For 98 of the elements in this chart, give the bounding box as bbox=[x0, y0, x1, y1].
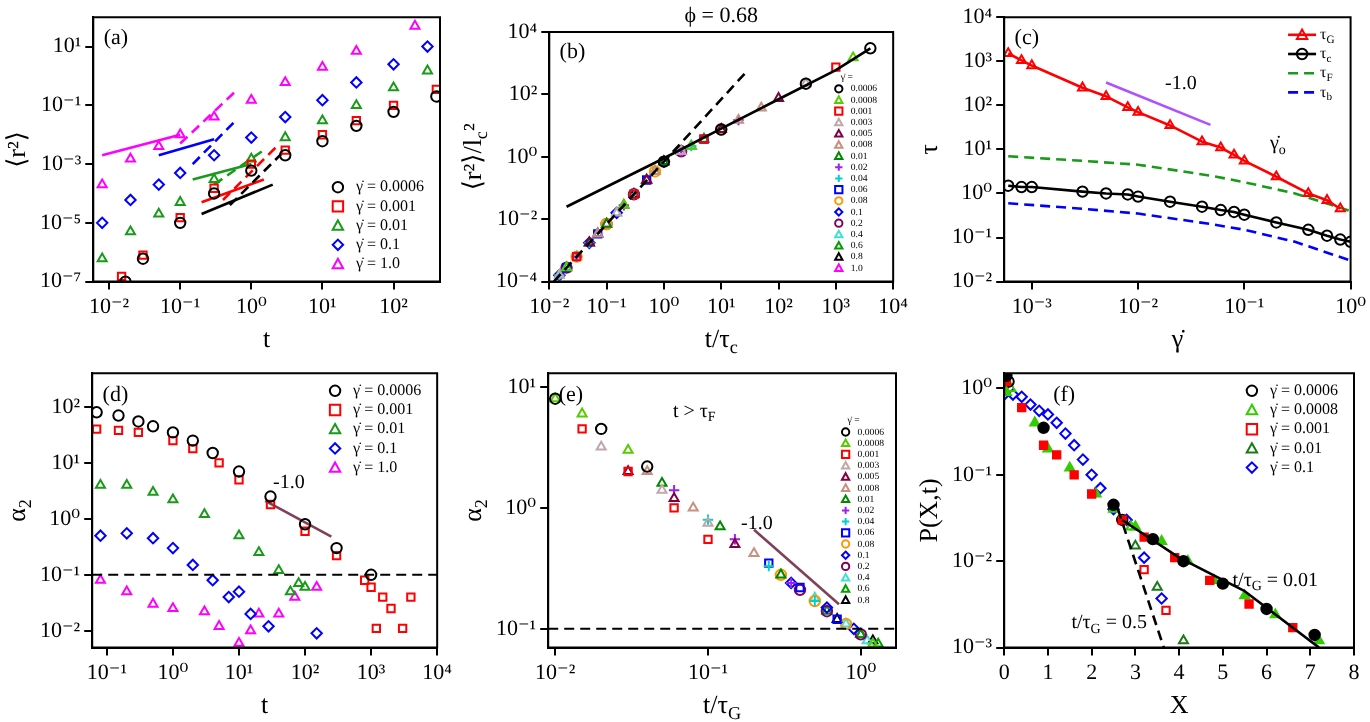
x-tick-label: 10⁴ bbox=[878, 294, 909, 319]
y-tick-label: 10⁻² bbox=[39, 618, 82, 643]
legend-label: γ̇ = 1.0 bbox=[351, 457, 398, 476]
x-tick-label: 10⁻³ bbox=[1011, 294, 1054, 319]
y-tick-label: 10⁴ bbox=[507, 19, 538, 44]
x-tick-label: 0 bbox=[998, 660, 1011, 685]
x-tick-label: 10² bbox=[764, 294, 795, 319]
y-tick-label: 10¹ bbox=[507, 374, 537, 399]
legend-label: γ̇ = 0.1 bbox=[353, 234, 400, 253]
x-tick-label: 7 bbox=[1304, 660, 1317, 685]
y-tick-label: 10⁻² bbox=[497, 206, 539, 231]
x-tick-label: 6 bbox=[1261, 660, 1274, 685]
x-axis-title: γ̇ bbox=[1169, 322, 1186, 353]
x-tick-label: 10⁰ bbox=[157, 660, 190, 685]
y-tick-label: 10⁻³ bbox=[951, 635, 994, 660]
annotation: -1.0 bbox=[1165, 72, 1197, 95]
x-tick-label: 10⁰ bbox=[1335, 294, 1368, 319]
x-tick-label: 10⁻² bbox=[1117, 294, 1160, 319]
legend-label: γ̇ = 0.0006 bbox=[353, 177, 424, 196]
y-axis-title: α2 bbox=[0, 498, 35, 522]
y-tick-label: 10⁻¹ bbox=[41, 93, 82, 118]
x-tick-label: 10⁰ bbox=[235, 294, 268, 319]
x-tick-label: 10⁻¹ bbox=[586, 294, 627, 319]
x-tick-label: 1 bbox=[1042, 660, 1054, 685]
annotation: -1.0 bbox=[273, 472, 305, 495]
legend-label: γ̇ = 0.1 bbox=[351, 438, 398, 457]
x-tick-label: 5 bbox=[1217, 660, 1230, 685]
x-tick-label: 10⁻¹ bbox=[1224, 294, 1265, 319]
y-tick-label: 10² bbox=[508, 82, 539, 107]
x-tick-label: 10⁴ bbox=[422, 660, 453, 685]
y-axis-title: τ bbox=[912, 144, 943, 155]
annotation: -1.0 bbox=[741, 513, 773, 536]
y-tick-label: 10⁰ bbox=[506, 144, 539, 169]
x-tick-label: 10⁻² bbox=[535, 660, 577, 685]
y-tick-label: 10⁻⁵ bbox=[39, 210, 82, 235]
y-tick-label: 10⁻¹ bbox=[495, 616, 537, 641]
legend-label: γ̇ = 0.0006 bbox=[351, 380, 422, 399]
y-axis-title: ⟨r²⟩ bbox=[0, 131, 31, 168]
x-tick-label: 10⁰ bbox=[845, 660, 878, 685]
x-tick-label: 10⁻¹ bbox=[86, 660, 127, 685]
y-tick-label: 10⁻¹ bbox=[951, 462, 993, 487]
y-tick-label: 10⁻⁴ bbox=[495, 269, 538, 294]
chart-title: ϕ = 0.68 bbox=[684, 3, 759, 28]
y-tick-label: 10¹ bbox=[963, 137, 993, 162]
x-tick-label: 10¹ bbox=[224, 660, 254, 685]
y-axis-title: P(X,t) bbox=[912, 478, 943, 543]
annotation: (f) bbox=[1053, 382, 1076, 407]
annotation: (e) bbox=[558, 382, 584, 407]
legend-label: γ̇ = 0.0008 bbox=[1267, 400, 1338, 419]
x-tick-label: 2 bbox=[1086, 660, 1098, 685]
annotation: (c) bbox=[1014, 26, 1040, 51]
legend-label: γ̇ = 0.001 bbox=[353, 196, 416, 215]
x-tick-label: 10³ bbox=[356, 660, 387, 685]
x-tick-label: 10⁰ bbox=[648, 294, 681, 319]
y-tick-label: 10² bbox=[963, 93, 994, 118]
y-tick-label: 10² bbox=[51, 394, 82, 419]
legend-label: γ̇ = 0.01 bbox=[1267, 438, 1322, 457]
y-tick-label: 10¹ bbox=[52, 34, 82, 59]
legend-label: γ̇ = 0.01 bbox=[353, 215, 408, 234]
x-tick-label: 8 bbox=[1348, 660, 1361, 685]
y-axis-title: α2 bbox=[456, 498, 491, 522]
y-tick-label: 10⁻² bbox=[951, 548, 994, 573]
y-tick-label: 10⁻¹ bbox=[951, 225, 993, 250]
legend-label: γ̇ = 0.01 bbox=[351, 419, 406, 438]
x-tick-label: 10⁻² bbox=[88, 294, 131, 319]
y-tick-label: 10⁰ bbox=[961, 376, 994, 401]
x-axis-title: X bbox=[1169, 688, 1190, 719]
annotation: (b) bbox=[559, 39, 586, 64]
x-axis-title: t bbox=[261, 688, 270, 719]
legend-label: γ̇ = 0.0006 bbox=[1267, 380, 1338, 399]
x-tick-label: 3 bbox=[1129, 660, 1142, 685]
y-tick-label: 10⁰ bbox=[505, 495, 538, 520]
y-tick-label: 10⁰ bbox=[961, 181, 994, 206]
x-tick-label: 10⁻² bbox=[529, 294, 571, 319]
y-tick-label: 10⁰ bbox=[49, 506, 82, 531]
legend-label: γ̇ = 1.0 bbox=[353, 254, 400, 273]
x-tick-label: 10³ bbox=[821, 294, 852, 319]
x-tick-label: 10⁻¹ bbox=[160, 294, 201, 319]
x-tick-label: 10¹ bbox=[308, 294, 337, 319]
y-tick-label: 10¹ bbox=[51, 450, 81, 475]
legend-label: γ̇ = 0.001 bbox=[351, 400, 414, 419]
x-tick-label: 10² bbox=[379, 294, 410, 319]
y-tick-label: 10⁴ bbox=[962, 4, 993, 29]
y-tick-label: 10⁻² bbox=[951, 269, 994, 294]
annotation: (d) bbox=[102, 382, 129, 407]
legend-label: γ̇ = 0.1 bbox=[1267, 457, 1314, 476]
y-tick-label: 10⁻⁷ bbox=[39, 269, 82, 294]
x-axis-title: t bbox=[263, 322, 272, 353]
y-tick-label: 10⁻³ bbox=[41, 151, 83, 176]
x-tick-label: 4 bbox=[1173, 660, 1186, 685]
y-tick-label: 10⁻¹ bbox=[39, 562, 81, 587]
legend-label: γ̇ = 0.001 bbox=[1267, 419, 1330, 438]
x-tick-label: 10¹ bbox=[706, 294, 736, 319]
x-tick-label: 10⁻¹ bbox=[687, 660, 729, 685]
x-tick-label: 10² bbox=[290, 660, 321, 685]
y-axis-title: ⟨r²⟩/lc² bbox=[456, 123, 491, 191]
annotation: (a) bbox=[103, 26, 129, 51]
y-tick-label: 10³ bbox=[963, 49, 994, 74]
